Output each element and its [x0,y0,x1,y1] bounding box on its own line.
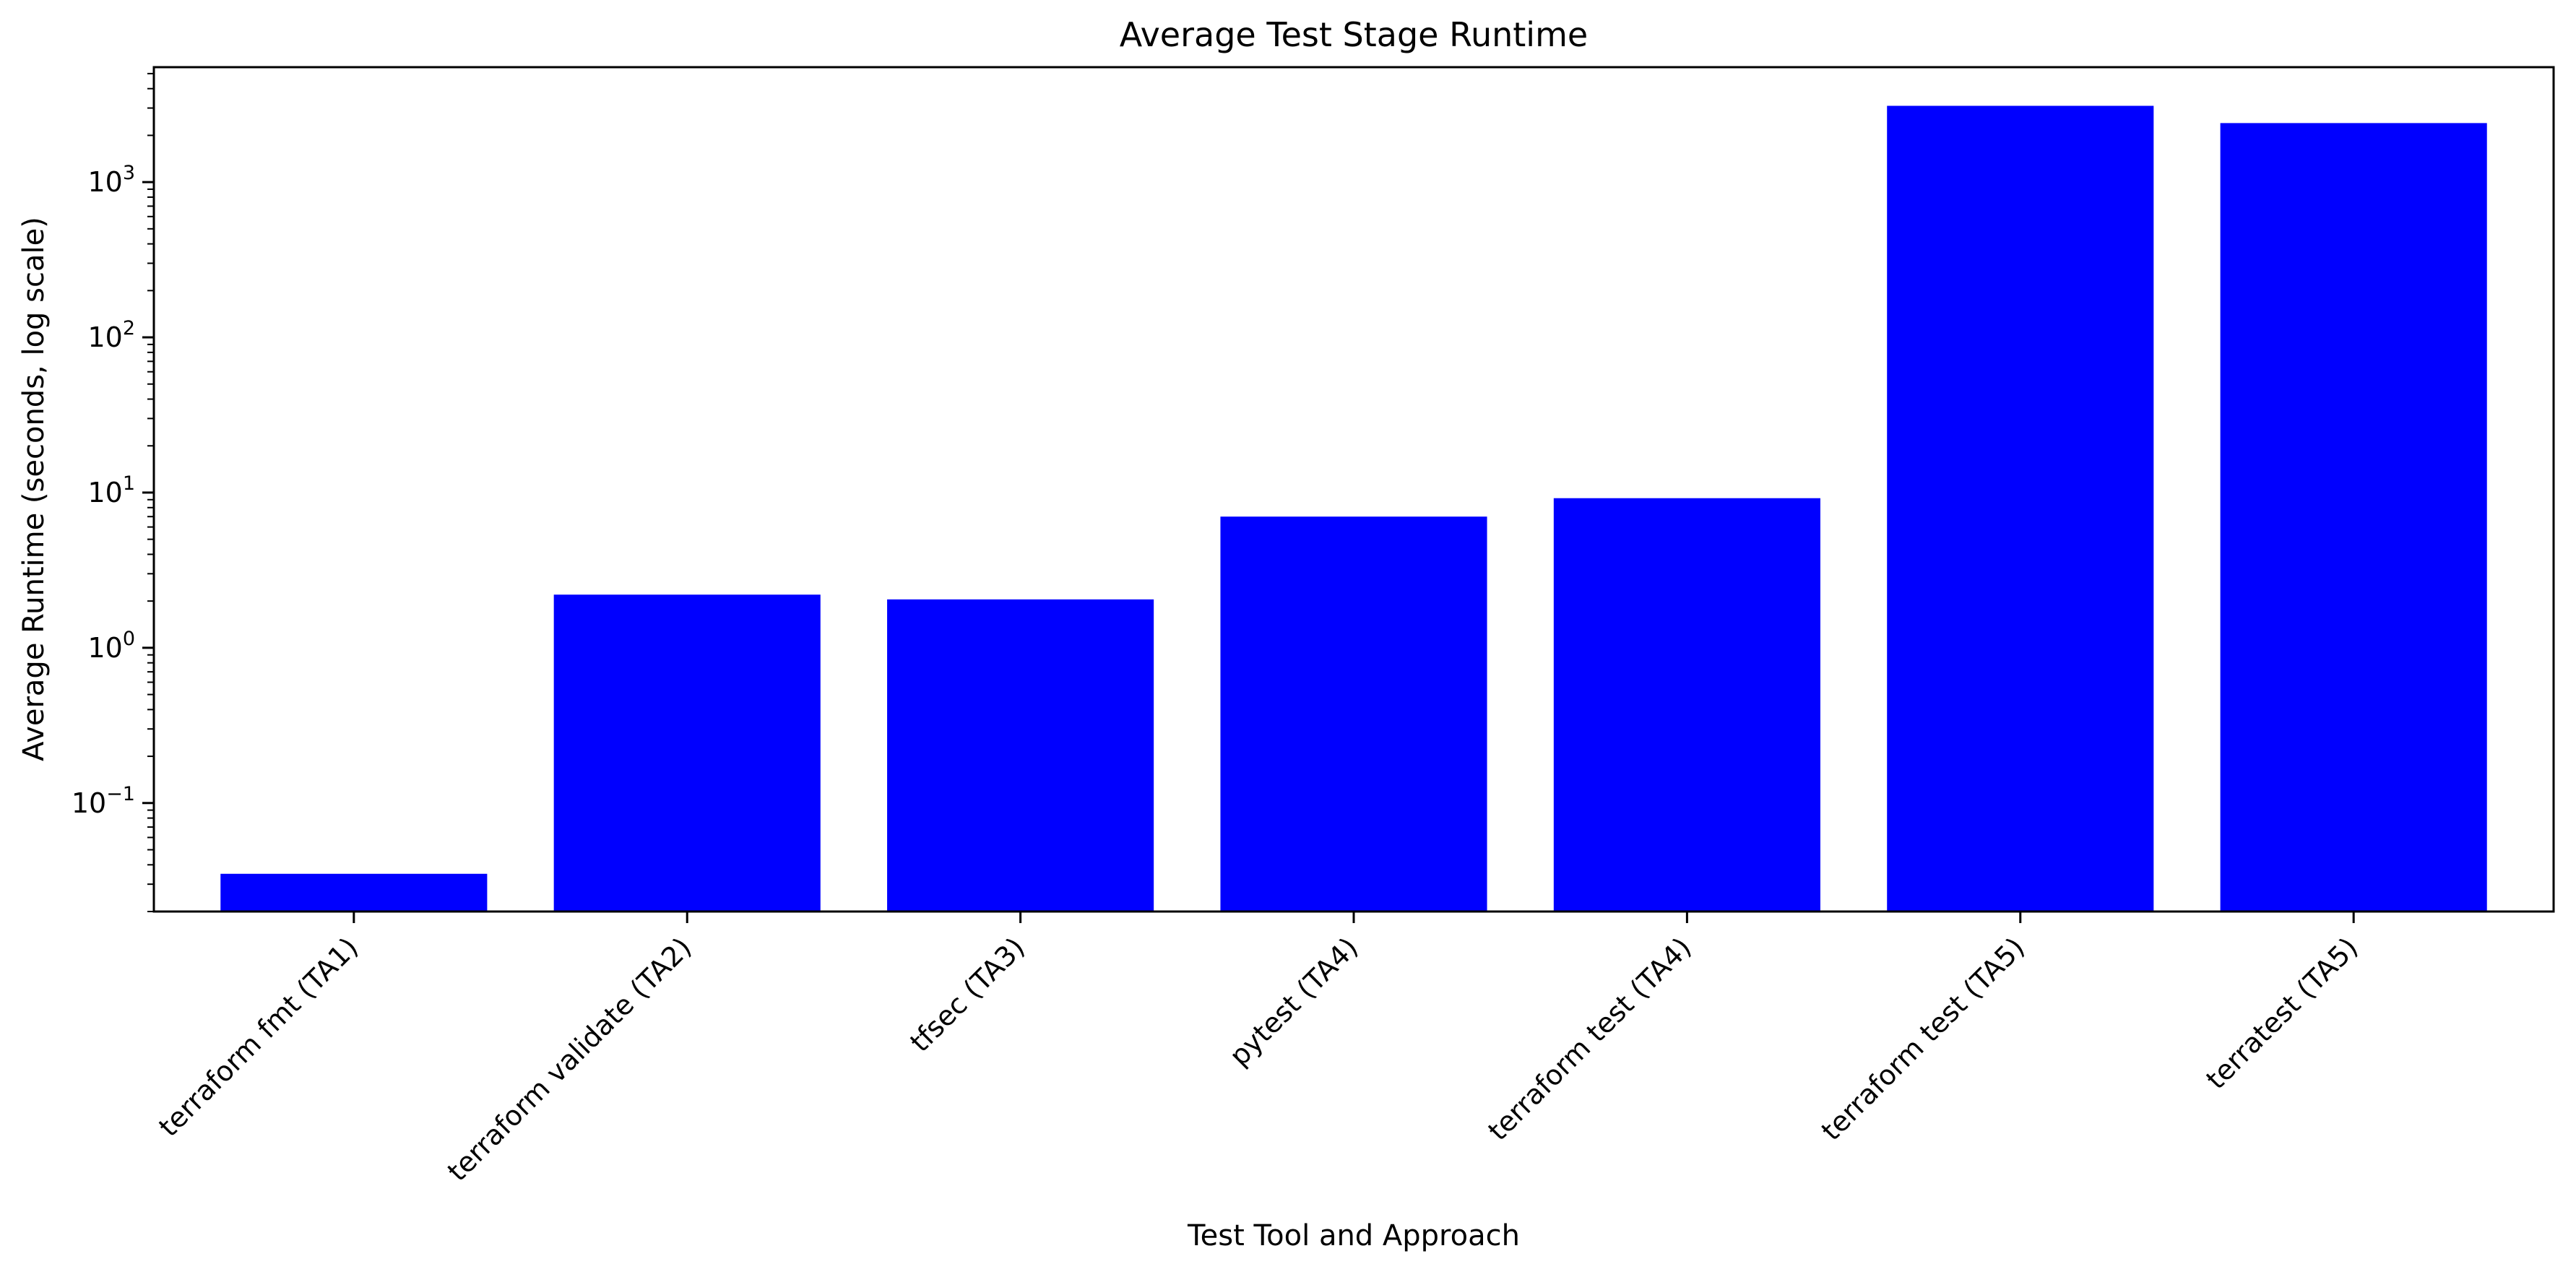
y-tick-label: 101 [87,472,135,508]
y-axis-ticks: 10−1 100 101 102 103 [72,72,154,912]
y-tick-label: 100 [87,628,135,664]
bar [1887,105,2154,912]
y-tick-label: 102 [87,317,135,353]
bar [2220,123,2487,912]
y-axis-label: Average Runtime (seconds, log scale) [17,217,51,761]
x-axis-label: Test Tool and Approach [1187,1219,1520,1252]
y-tick-label: 103 [87,162,135,198]
bar [1220,516,1487,912]
bars-layer [220,105,2487,912]
bar [220,873,488,912]
bar [887,599,1154,912]
bar [1553,498,1820,912]
plot-frame [152,66,2555,913]
y-tick-label: 10−1 [72,783,135,819]
chart-title: Average Test Stage Runtime [1120,15,1588,54]
bar [553,594,821,912]
